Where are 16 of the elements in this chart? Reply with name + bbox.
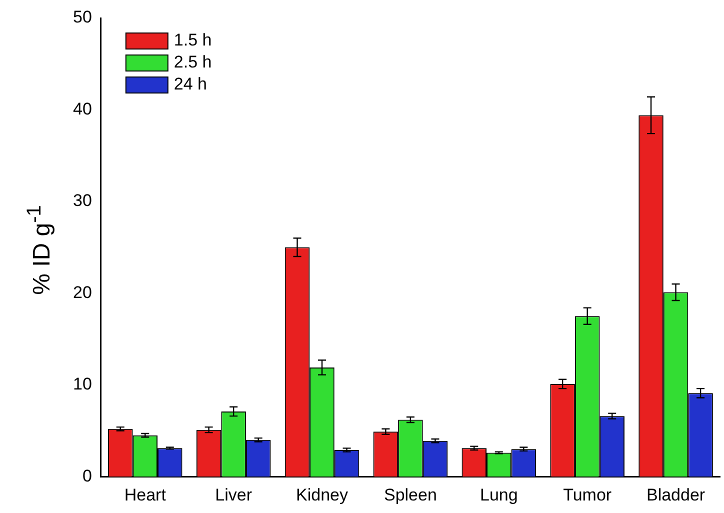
x-tick-label: Bladder [646,485,706,504]
y-tick-label: 0 [82,466,92,486]
y-tick-label: 40 [72,99,92,118]
x-tick-label: Tumor [563,485,612,504]
x-tick-label: Spleen [384,485,437,504]
x-tick-label: Liver [215,485,252,504]
y-tick-label: 30 [72,191,92,210]
y-tick-label: 20 [72,282,92,302]
y-tick-label: 10 [72,374,92,394]
legend-label: 1.5 h [174,30,212,50]
legend-label: 2.5 h [174,52,212,72]
x-tick-label: Lung [480,485,518,504]
legend-label: 24 h [174,74,208,94]
x-tick-label: Kidney [296,485,348,504]
y-tick-label: 50 [72,8,92,27]
x-tick-label: Heart [124,485,166,504]
